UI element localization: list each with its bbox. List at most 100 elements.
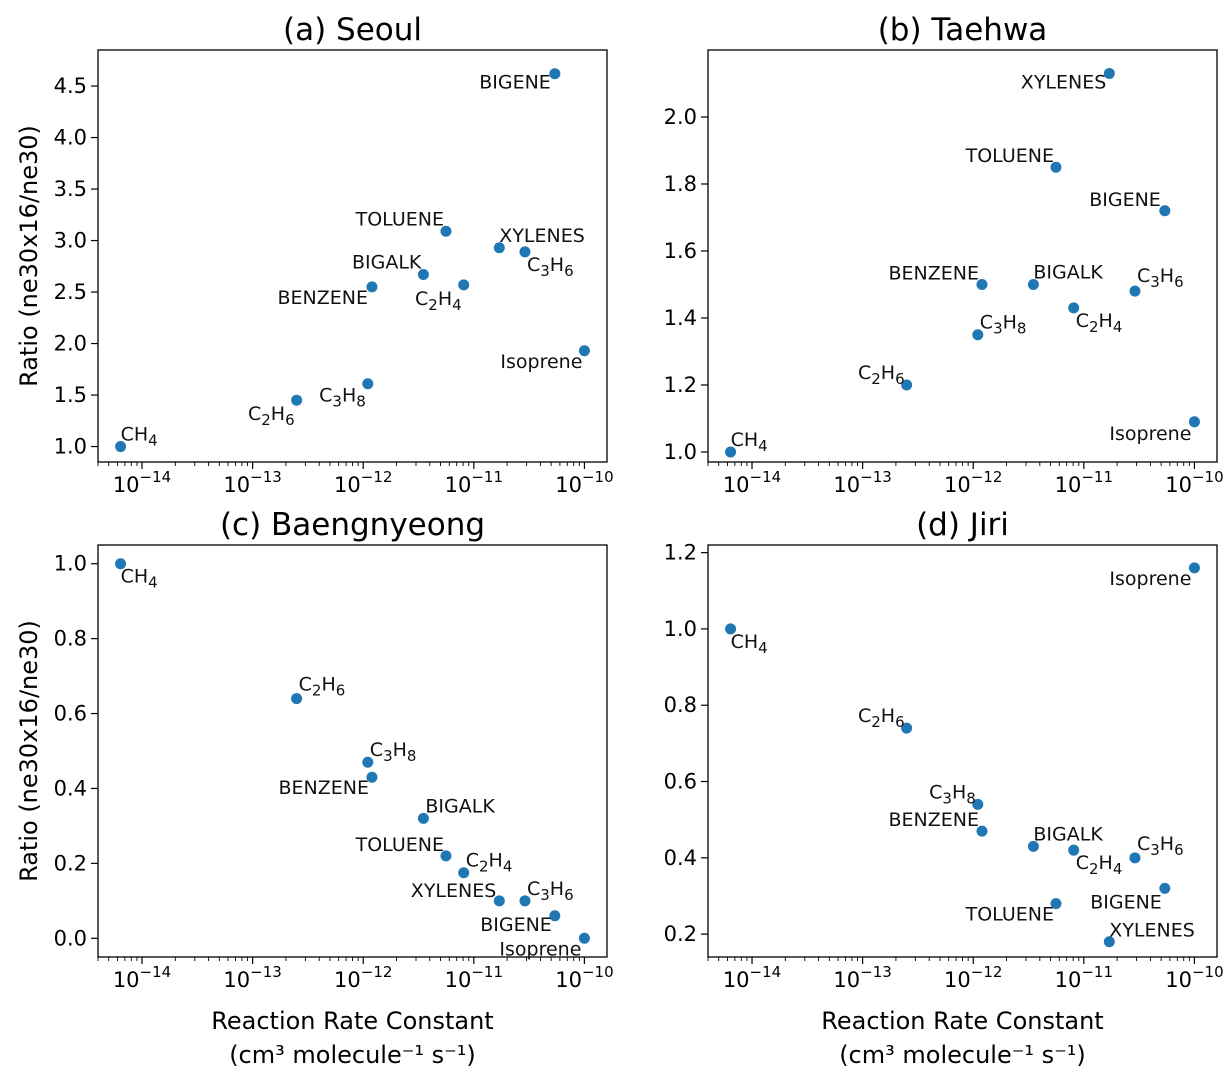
point-label-bigene: BIGENE — [480, 914, 552, 936]
y-tick-label: 0.4 — [664, 846, 697, 870]
point-bigalk — [1027, 278, 1039, 290]
y-tick-label: 0.8 — [54, 627, 87, 651]
point-bigalk — [417, 812, 429, 824]
point-label-ch4: CH4 — [121, 566, 158, 592]
y-tick-label: 1.2 — [664, 541, 697, 565]
y-tick-label: 1.6 — [664, 239, 697, 263]
y-tick-label: 0.2 — [664, 922, 697, 946]
y-tick-label: 0.2 — [54, 851, 87, 875]
y-tick-label: 1.8 — [664, 172, 697, 196]
plot-frame — [707, 49, 1218, 463]
point-label-c2h6: C2H6 — [299, 674, 346, 700]
point-label-benzene: BENZENE — [888, 809, 979, 831]
x-tick-label: 10−10 — [555, 963, 613, 992]
point-benzene — [366, 281, 378, 293]
y-tick-label: 1.5 — [54, 383, 87, 407]
point-toluene — [1050, 898, 1062, 910]
point-toluene — [1050, 161, 1062, 173]
point-label-xylenes: XYLENES — [499, 225, 585, 247]
point-label-bigene: BIGENE — [1089, 189, 1161, 211]
point-label-c2h4: C2H4 — [1076, 852, 1123, 878]
x-tick-label: 10−11 — [445, 468, 503, 497]
y-tick-label: 3.0 — [54, 229, 87, 253]
x-tick-label: 10−12 — [944, 963, 1002, 992]
point-bigalk — [417, 269, 429, 281]
point-label-c2h6: C2H6 — [858, 705, 905, 731]
x-axis-unit: (cm³ molecule⁻¹ s⁻¹) — [229, 1041, 476, 1067]
x-tick-label: 10−14 — [113, 963, 171, 992]
point-label-toluene: TOLUENE — [355, 834, 444, 856]
point-c2h6 — [901, 722, 913, 734]
point-bigalk — [1027, 840, 1039, 852]
point-label-bigalk: BIGALK — [425, 795, 495, 817]
point-label-c3h6: C3H6 — [1137, 833, 1184, 859]
point-label-c2h4: C2H4 — [466, 850, 513, 876]
y-tick-label: 4.0 — [54, 126, 87, 150]
point-xylenes — [1103, 67, 1115, 79]
point-isoprene — [578, 345, 590, 357]
point-toluene — [440, 225, 452, 237]
x-tick-label: 10−13 — [833, 468, 891, 497]
x-tick-label: 10−11 — [445, 963, 503, 992]
point-c2h6 — [291, 394, 303, 406]
point-label-isoprene: Isoprene — [1109, 423, 1191, 445]
point-xylenes — [493, 895, 505, 907]
point-c3h8 — [972, 798, 984, 810]
point-c2h6 — [291, 693, 303, 705]
point-ch4 — [725, 623, 737, 635]
x-tick-label: 10−11 — [1055, 963, 1113, 992]
point-label-ch4: CH4 — [731, 429, 768, 455]
x-tick-label: 10−11 — [1055, 468, 1113, 497]
y-tick-label: 0.0 — [54, 926, 87, 950]
point-label-c2h4: C2H4 — [415, 288, 462, 314]
x-tick-label: 10−13 — [223, 468, 281, 497]
x-tick-label: 10−10 — [1165, 963, 1223, 992]
point-label-toluene: TOLUENE — [355, 208, 444, 230]
point-label-c3h8: C3H8 — [980, 312, 1027, 338]
panel-d-jiri: (d) Jiri 10−14 10−13 10−12 10−11 10−10 0.2 0.4 0… — [664, 507, 1224, 1067]
point-isoprene — [578, 932, 590, 944]
x-tick-label: 10−12 — [334, 468, 392, 497]
point-benzene — [366, 771, 378, 783]
point-label-isoprene: Isoprene — [500, 351, 582, 373]
point-label-c3h6: C3H6 — [527, 254, 574, 280]
point-label-xylenes: XYLENES — [1109, 920, 1195, 942]
y-tick-label: 1.0 — [54, 435, 87, 459]
y-tick-label: 0.6 — [54, 702, 87, 726]
point-label-c3h8: C3H8 — [319, 385, 366, 411]
point-label-ch4: CH4 — [731, 631, 768, 657]
panel-title: (d) Jiri — [916, 507, 1009, 543]
point-c3h8 — [362, 378, 374, 390]
x-tick-label: 10−14 — [723, 963, 781, 992]
x-axis-label: Reaction Rate Constant — [211, 1007, 493, 1035]
x-tick-label: 10−14 — [723, 468, 781, 497]
x-tick-label: 10−12 — [334, 963, 392, 992]
point-label-bigalk: BIGALK — [352, 252, 422, 274]
panel-c-baengnyeong: (c) Baengnyeong 10−14 10−13 10−12 10−11 10−10… — [15, 507, 614, 1067]
panel-title: (a) Seoul — [283, 12, 422, 48]
point-c2h4 — [1068, 302, 1080, 314]
y-tick-label: 1.4 — [664, 306, 697, 330]
y-tick-label: 3.5 — [54, 177, 87, 201]
point-label-benzene: BENZENE — [888, 262, 979, 284]
y-tick-label: 0.8 — [664, 693, 697, 717]
point-label-c3h8: C3H8 — [929, 781, 976, 807]
point-label-c2h4: C2H4 — [1076, 310, 1123, 336]
point-bigene — [1159, 205, 1171, 217]
point-label-c3h6: C3H6 — [1137, 265, 1184, 291]
point-label-benzene: BENZENE — [278, 777, 369, 799]
x-tick-label: 10−13 — [833, 963, 891, 992]
point-c2h4 — [458, 867, 470, 879]
point-c2h4 — [458, 279, 470, 291]
x-tick-label: 10−10 — [1165, 468, 1223, 497]
y-tick-label: 1.2 — [664, 373, 697, 397]
point-label-c2h6: C2H6 — [248, 403, 295, 429]
y-axis-label: Ratio (ne30x16/ne30) — [15, 125, 43, 387]
y-tick-label: 2.0 — [664, 105, 697, 129]
point-label-benzene: BENZENE — [277, 287, 368, 309]
point-label-isoprene: Isoprene — [499, 938, 581, 960]
y-tick-label: 4.5 — [54, 74, 87, 98]
point-label-xylenes: XYLENES — [1021, 71, 1107, 93]
point-label-bigene: BIGENE — [1090, 891, 1162, 913]
point-c3h6 — [1129, 852, 1141, 864]
